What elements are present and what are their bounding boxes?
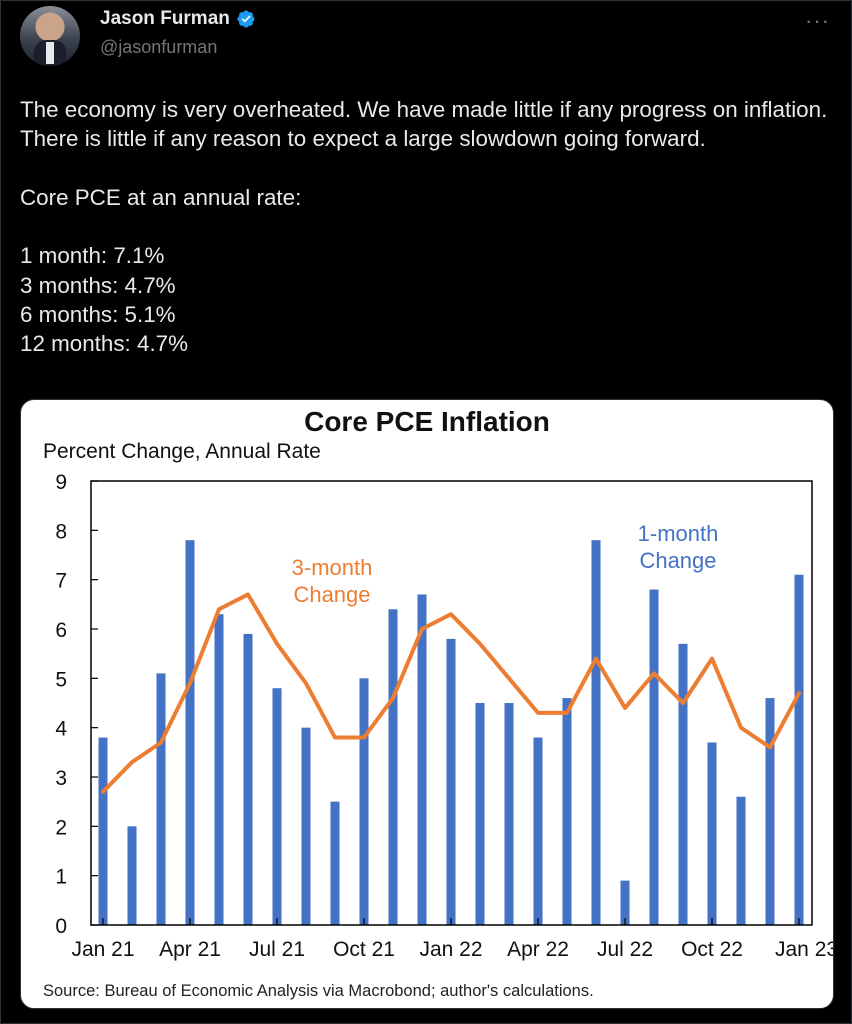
bar — [330, 801, 340, 925]
author-name[interactable]: Jason Furman — [100, 8, 230, 29]
y-tick-label: 1 — [55, 866, 67, 889]
x-tick-label: Oct 22 — [681, 938, 743, 961]
bar — [475, 703, 485, 925]
bar — [417, 594, 427, 925]
chart-y-axis-label: Percent Change, Annual Rate — [43, 440, 321, 463]
x-tick-label: Oct 21 — [333, 938, 395, 961]
bar — [272, 688, 282, 925]
tweet-body: The economy is very overheated. We have … — [20, 97, 828, 357]
series-label: 3-month — [292, 555, 373, 580]
bar — [562, 698, 572, 925]
y-tick-label: 9 — [55, 471, 67, 494]
author-avatar[interactable] — [20, 6, 80, 66]
bar — [794, 574, 804, 925]
bar — [243, 633, 253, 925]
bar — [649, 589, 659, 925]
x-tick-label: Jan 21 — [71, 938, 134, 961]
y-axis-ticks: 0 1 2 3 4 5 6 7 8 9 — [55, 471, 98, 938]
bar — [185, 540, 195, 925]
bar — [736, 796, 746, 925]
core-pce-chart: Core PCE Inflation Percent Change, Annua… — [43, 406, 833, 1000]
y-tick-label: 7 — [55, 570, 67, 593]
bar — [591, 540, 601, 925]
bar — [301, 727, 311, 925]
bar — [156, 673, 166, 925]
author-handle[interactable]: @jasonfurman — [100, 37, 218, 57]
x-tick-label: Apr 22 — [507, 938, 569, 961]
bar — [707, 742, 717, 925]
plot-frame — [90, 480, 813, 926]
series-label: 1-month — [638, 521, 719, 546]
y-tick-label: 2 — [55, 816, 67, 839]
chart-image-card[interactable]: Core PCE Inflation Percent Change, Annua… — [20, 399, 834, 1009]
x-axis-ticks: Jan 21 Apr 21 Jul 21 Oct 21 Jan 22 Apr 22 Jul … — [71, 918, 833, 961]
bar — [620, 880, 630, 925]
bar-series — [98, 540, 804, 925]
author-name-row: Jason Furman — [100, 8, 256, 30]
avatar-shirt — [46, 42, 54, 64]
x-tick-label: Apr 21 — [159, 938, 221, 961]
series-label: Change — [293, 582, 370, 607]
y-tick-label: 0 — [55, 915, 67, 938]
y-tick-label: 3 — [55, 767, 67, 790]
bar — [446, 638, 456, 925]
x-tick-label: Jul 21 — [249, 938, 305, 961]
bar — [678, 643, 688, 925]
bar — [127, 826, 137, 925]
chart-title: Core PCE Inflation — [304, 406, 550, 437]
x-tick-label: Jan 23 — [775, 938, 833, 961]
more-options-icon[interactable]: ··· — [805, 8, 830, 33]
y-tick-label: 8 — [55, 520, 67, 543]
line-series — [101, 592, 801, 794]
x-tick-label: Jul 22 — [597, 938, 653, 961]
verified-badge-icon — [237, 10, 255, 28]
y-tick-label: 6 — [55, 619, 67, 642]
bar — [504, 703, 514, 925]
bar — [765, 698, 775, 925]
y-tick-label: 4 — [55, 718, 67, 741]
bar — [98, 737, 108, 925]
bar — [388, 609, 398, 925]
x-tick-label: Jan 22 — [419, 938, 482, 961]
line-3-month — [101, 592, 801, 794]
series-label: Change — [639, 548, 716, 573]
bar — [359, 678, 369, 925]
bar — [214, 614, 224, 925]
y-tick-label: 5 — [55, 668, 67, 691]
bar — [533, 737, 543, 925]
chart-source-note: Source: Bureau of Economic Analysis via … — [43, 982, 594, 1000]
